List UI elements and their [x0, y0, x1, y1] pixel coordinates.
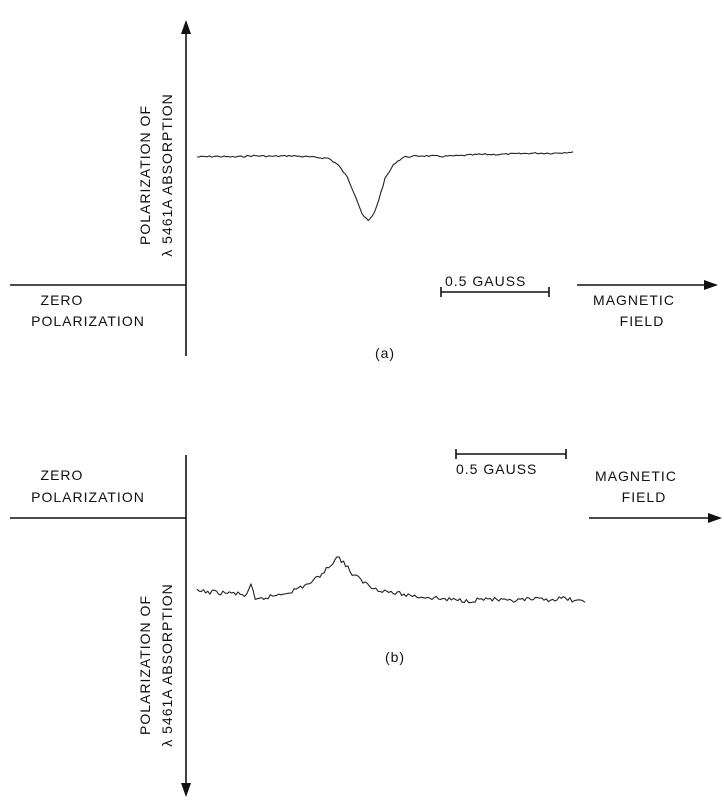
panel-a-series-line — [197, 151, 574, 222]
panel-b-zero-label-line2: POLARIZATION — [31, 489, 145, 505]
panel-b-xlabel-line1: MAGNETIC — [595, 468, 677, 484]
panel-b-ylabel-line2: λ 5461A ABSORPTION — [159, 583, 175, 747]
panel-b-zero-label-line1: ZERO — [41, 467, 84, 483]
panel-a-zero-label-line1: ZERO — [41, 292, 84, 308]
panel-a-ylabel-line2: λ 5461A ABSORPTION — [159, 93, 175, 257]
panel-a-scale-bar-label: 0.5 GAUSS — [445, 273, 526, 289]
panel-b-xlabel-line2: FIELD — [622, 489, 667, 505]
panel-b-label: (b) — [385, 649, 405, 665]
panel-b-scale-bar: 0.5 GAUSS — [455, 449, 567, 477]
panel-a-xlabel-line2: FIELD — [620, 313, 665, 329]
panel-b-scale-bar-label: 0.5 GAUSS — [456, 461, 537, 477]
panel-a: POLARIZATION OF λ 5461A ABSORPTION ZERO … — [10, 20, 718, 361]
panel-a-label: (a) — [375, 345, 395, 361]
panel-a-xlabel-line1: MAGNETIC — [593, 292, 675, 308]
panel-b-ylabel-line1: POLARIZATION OF — [137, 595, 153, 735]
panel-a-ylabel-line1: POLARIZATION OF — [137, 105, 153, 245]
panel-a-scale-bar: 0.5 GAUSS — [440, 273, 550, 297]
panel-a-zero-label-line2: POLARIZATION — [31, 313, 145, 329]
panel-b-series-line — [196, 556, 586, 604]
panel-b: ZERO POLARIZATION MAGNETIC FIELD 0.5 GAU… — [10, 449, 722, 797]
